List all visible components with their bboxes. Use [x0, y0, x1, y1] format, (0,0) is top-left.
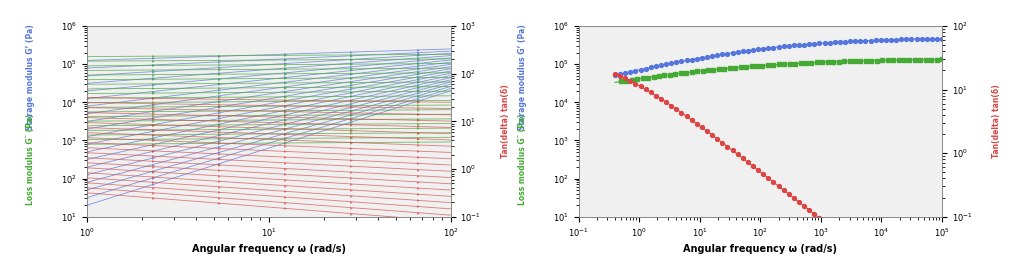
X-axis label: Angular frequency ω (rad/s): Angular frequency ω (rad/s)	[683, 244, 838, 254]
X-axis label: Angular frequency ω (rad/s): Angular frequency ω (rad/s)	[191, 244, 346, 254]
Text: Loss modulus G″ (Pa): Loss modulus G″ (Pa)	[518, 114, 526, 205]
Text: Storage modulus G’ (Pa): Storage modulus G’ (Pa)	[518, 25, 526, 130]
Text: Storage modulus G’ (Pa): Storage modulus G’ (Pa)	[27, 25, 35, 130]
Text: Tan(delta) tan(δ): Tan(delta) tan(δ)	[992, 85, 1001, 158]
Text: Loss modulus G″ (Pa): Loss modulus G″ (Pa)	[27, 114, 35, 205]
Text: Tan(delta) tan(δ): Tan(delta) tan(δ)	[501, 85, 510, 158]
